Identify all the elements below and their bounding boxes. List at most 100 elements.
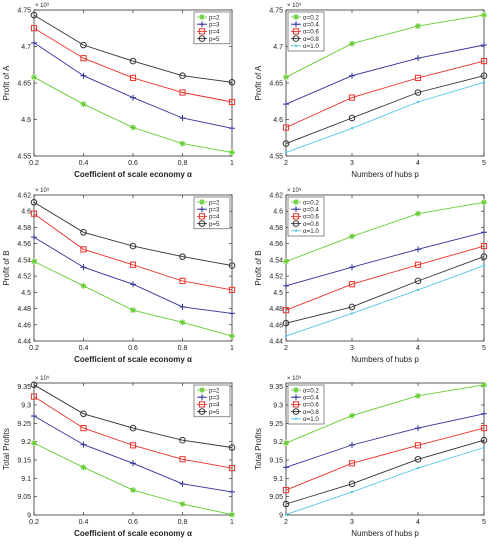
x-tick-label: 0.8 [178,519,188,526]
series-line [33,14,233,83]
series-line [285,231,485,287]
series-line [285,447,485,516]
legend-marker [292,220,300,227]
legend-label: p=4 [209,402,220,409]
legend-label: α=0.2 [303,14,319,21]
data-point [480,425,488,432]
series-line [33,396,233,469]
data-point [282,319,290,327]
data-point [179,319,186,326]
y-tick-label: 9.15 [269,458,283,465]
legend-label: α=0.6 [303,214,319,221]
data-point [179,115,186,122]
x-axis-label: Coefficient of scale economy α [74,170,192,179]
data-point [414,89,422,96]
chart-panel-6: 2 3 4 5 9 9.05 9.1 9.15 9.2 9.25 9.3 9.35 × 10⁹ Numbe… [254,375,488,538]
x-axis-label: Numbers of hubs p [351,355,419,364]
data-point [80,101,87,108]
data-point [480,253,488,260]
series-line [33,201,233,267]
y-tick-label: 9.05 [17,494,31,501]
data-point [480,436,488,444]
x-tick-label: 3 [350,160,354,167]
legend-marker [293,206,299,213]
legend-marker [292,213,300,220]
data-point [482,81,486,84]
y-tick-label: 9.1 [273,476,283,483]
legend-marker [198,28,206,35]
y-tick-label: 4.44 [269,339,283,346]
data-point [414,442,422,449]
series-line [33,27,233,103]
y-axis-label: Total Profits [2,428,11,470]
x-tick-label: 0.4 [79,160,89,167]
legend-label: p=5 [209,409,220,416]
y-axis-label: Profit of B [254,250,263,285]
y-tick-label: 9.15 [17,458,31,465]
y-tick-label: 9.3 [273,403,283,410]
data-point [129,57,137,65]
series-line [285,413,485,468]
legend: α=0.2α=0.4α=0.6α=0.8α=1.0 [287,384,325,425]
legend-marker [199,199,205,205]
x-tick-label: 0.8 [178,345,188,352]
series-line [285,427,485,491]
y-tick-label: 4.56 [17,241,31,248]
legend: p=2p=3p=4p=5 [193,384,231,418]
legend-marker [199,206,205,213]
legend-marker [292,28,300,35]
data-point [481,199,487,206]
series-line [33,384,233,448]
legend-marker [199,394,205,401]
data-point [179,480,186,487]
data-point [349,233,355,240]
data-point [416,288,420,292]
data-point [416,100,420,104]
data-point [179,140,186,147]
y-tick-label: 4.65 [17,81,31,88]
y-axis-label: Profit of A [254,65,263,100]
series-line [285,256,485,324]
data-point [130,124,136,131]
series-line [33,213,233,291]
y-tick-label: 9.35 [269,384,283,391]
data-point [481,42,487,49]
y-tick-label: 4.65 [269,81,283,88]
data-point [415,392,421,399]
data-point [30,393,38,400]
x-tick-label: 0.6 [128,345,138,352]
data-point [31,258,37,265]
y-tick-label: 9 [27,513,31,520]
data-point [80,425,87,432]
data-point [80,410,87,418]
legend-marker [198,213,206,220]
data-point [229,149,235,156]
data-point [229,511,235,518]
data-point [30,11,38,19]
y-tick-label: 4.6 [273,117,283,124]
data-point [31,440,37,447]
data-point [348,480,356,488]
legend-marker [293,387,299,393]
x-tick-label: 0.2 [29,160,39,167]
chart-panel-5: 0.2 0.4 0.6 0.8 1 9 9.05 9.1 9.15 9.2 9.25 9.3 9.35 ×… [2,375,236,538]
data-point [482,446,486,449]
y-tick-label: 4.58 [17,225,31,232]
legend-label: p=5 [209,36,220,43]
y-tick-label: 4.52 [269,274,283,281]
y-exponent-label: × 10⁹ [35,2,50,9]
legend-label: α=0.2 [303,199,319,206]
legend-marker [198,35,206,42]
data-point [283,282,289,289]
data-point [179,277,186,285]
data-point [31,413,37,419]
data-point [415,246,421,253]
data-point [129,74,137,81]
x-tick-label: 1 [230,160,234,167]
legend-marker [293,199,299,205]
data-point [179,436,186,444]
data-point [130,460,136,467]
data-point [284,513,288,516]
x-tick-label: 4 [416,160,420,167]
x-axis-label: Coefficient of scale economy α [74,529,192,538]
